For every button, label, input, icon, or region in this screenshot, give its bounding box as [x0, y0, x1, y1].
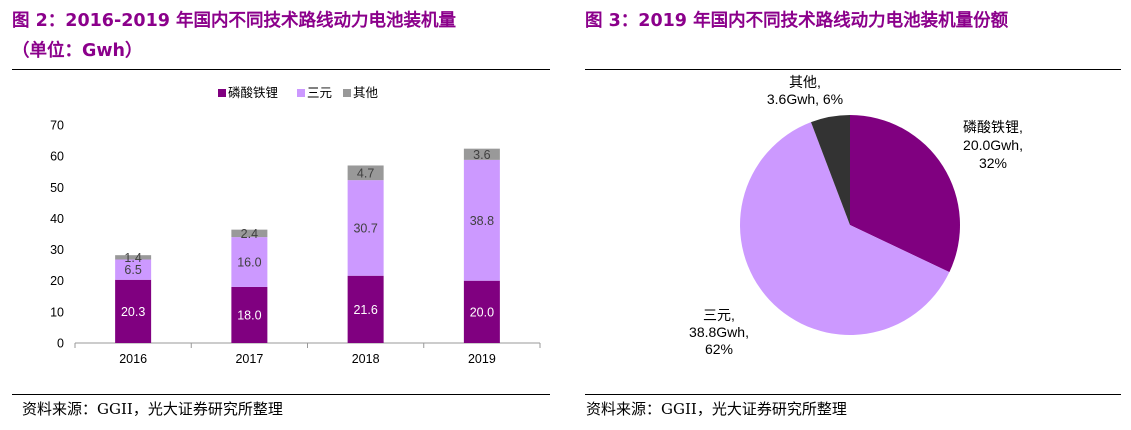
y-tick-label: 60	[50, 150, 64, 164]
bar-2-2	[347, 165, 384, 181]
y-tick-label: 10	[50, 305, 64, 319]
bar-data-label: 6.5	[124, 263, 141, 277]
pie-label-1: 三元, 38.8Gwh, 62%	[689, 307, 749, 357]
y-tick-label: 70	[50, 119, 64, 133]
left-title-line2: （单位：Gwh）	[12, 41, 143, 61]
y-tick-label: 40	[50, 212, 64, 226]
bar-data-label: 20.0	[470, 305, 494, 319]
bar-data-label: 30.7	[353, 221, 377, 235]
pie-chart: 磷酸铁锂, 20.0Gwh, 32% 三元, 38.8Gwh, 62% 其他, 3.6Gwh,…	[689, 74, 1023, 357]
y-tick-label: 50	[50, 181, 64, 195]
y-tick-label: 0	[57, 337, 64, 351]
right-top-rule	[585, 69, 1121, 70]
right-figure-title: 图 3：2019 年国内不同技术路线动力电池装机量份额	[585, 11, 1009, 31]
bar-data-label: 1.4	[124, 251, 141, 265]
bar-2-0	[347, 275, 384, 343]
bar-data-label: 20.3	[121, 305, 145, 319]
left-top-rule	[12, 69, 550, 70]
bar-3-1	[463, 159, 500, 281]
bar-3-0	[463, 280, 500, 343]
x-tick-label: 2017	[235, 352, 263, 366]
bar-data-label: 38.8	[470, 214, 494, 228]
bar-1-0	[231, 286, 268, 343]
left-figure: 图 2：2016-2019 年国内不同技术路线动力电池装机量 （单位：Gwh） …	[0, 0, 560, 430]
pie-slice-0	[850, 115, 960, 273]
bar-data-label: 2.4	[241, 227, 258, 241]
left-figure-title: 图 2：2016-2019 年国内不同技术路线动力电池装机量 （单位：Gwh）	[12, 6, 456, 66]
y-tick-label: 20	[50, 274, 64, 288]
right-source-note: 资料来源：GGII，光大证券研究所整理	[586, 400, 847, 418]
bar-0-2	[115, 255, 152, 260]
x-tick-label: 2019	[468, 352, 496, 366]
pie-slice-1	[740, 122, 950, 336]
bar-3-2	[463, 148, 500, 160]
x-tick-label: 2018	[352, 352, 380, 366]
legend-label-1: 三元	[307, 86, 332, 100]
bar-1-2	[231, 229, 268, 238]
pie-label-0: 磷酸铁锂, 20.0Gwh, 32%	[963, 119, 1023, 171]
bar-data-label: 4.7	[357, 166, 374, 180]
legend-swatch-2	[343, 89, 351, 97]
pie-slice-2	[810, 115, 850, 225]
y-tick-label: 30	[50, 243, 64, 257]
bar-data-label: 16.0	[237, 256, 261, 270]
bar-2-1	[347, 180, 384, 276]
legend-swatch-1	[297, 89, 305, 97]
legend-label-2: 其他	[353, 86, 379, 100]
x-tick-label: 2016	[119, 352, 147, 366]
bar-data-label: 18.0	[237, 308, 261, 322]
stacked-bar-chart: 磷酸铁锂 三元 其他 0 10 20 30 40 50 60 70 20.3 6.51.4 2016 18.…	[50, 85, 541, 366]
pie-label-2: 其他, 3.6Gwh, 6%	[767, 74, 843, 107]
left-source-note: 资料来源：GGII，光大证券研究所整理	[22, 400, 283, 418]
legend-label-0: 磷酸铁锂	[228, 85, 278, 100]
bar-data-label: 21.6	[353, 303, 377, 317]
legend-swatch-0	[218, 89, 226, 97]
right-bottom-rule	[585, 394, 1121, 395]
bar-0-1	[115, 259, 152, 280]
bar-1-1	[231, 237, 268, 287]
left-bottom-rule	[12, 394, 550, 395]
bar-0-0	[115, 279, 152, 343]
right-figure: 图 3：2019 年国内不同技术路线动力电池装机量份额 磷酸铁锂, 20.0Gwh…	[575, 0, 1131, 430]
bar-data-label: 3.6	[473, 148, 490, 162]
left-title-line1: 图 2：2016-2019 年国内不同技术路线动力电池装机量	[12, 11, 457, 31]
